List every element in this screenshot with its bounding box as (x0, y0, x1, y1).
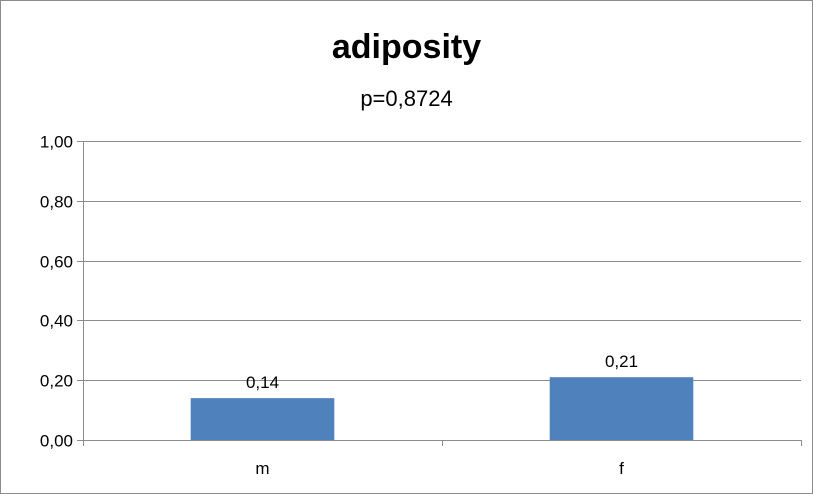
y-tick-label: 0,20 (40, 372, 73, 391)
data-label-f: 0,21 (605, 352, 638, 371)
y-tick-label: 0,60 (40, 253, 73, 272)
bar-f (549, 377, 694, 440)
chart-subtitle: p=0,8724 (360, 86, 453, 111)
chart-title: adiposity (331, 28, 482, 66)
x-tick-label-m: m (255, 459, 269, 478)
y-tick-label: 0,00 (40, 432, 73, 451)
data-label-m: 0,14 (246, 373, 279, 392)
y-tick-label: 1,00 (40, 133, 73, 152)
y-tick-label: 0,40 (40, 312, 73, 331)
y-tick-label: 0,80 (40, 193, 73, 212)
x-tick-label-f: f (619, 459, 624, 478)
bar-m (190, 398, 335, 440)
